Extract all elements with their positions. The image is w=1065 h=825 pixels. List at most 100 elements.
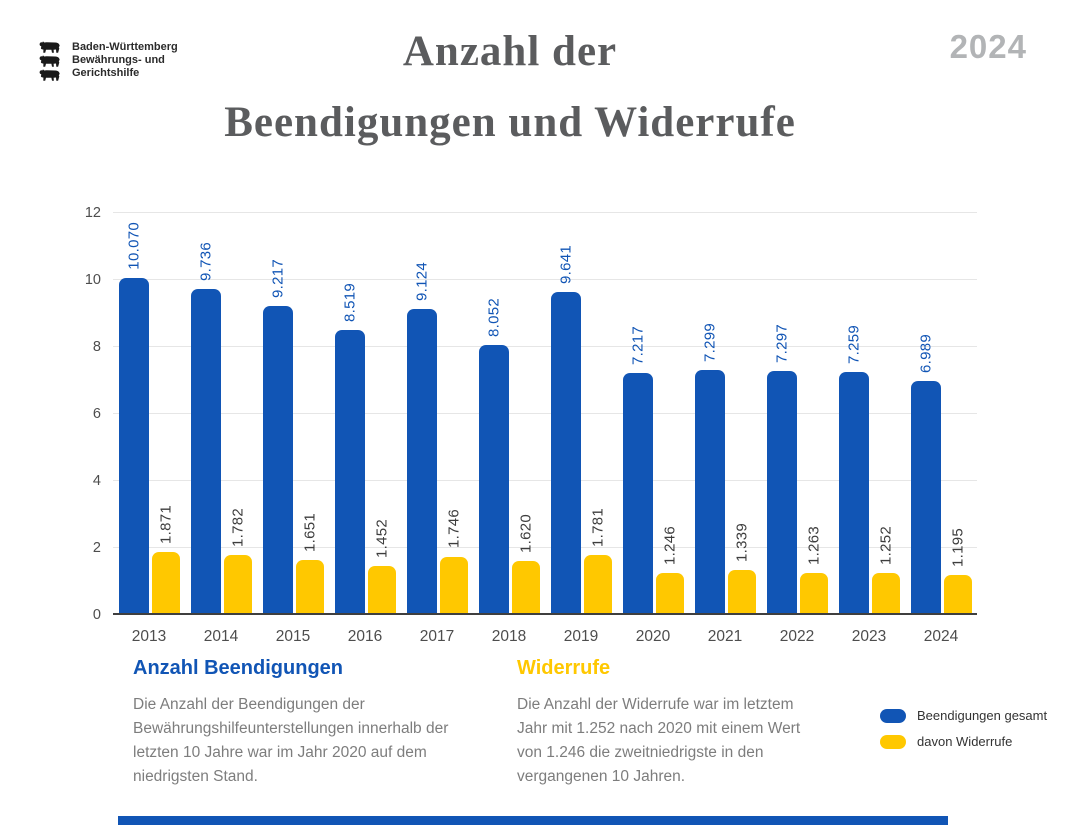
bar-value-label: 1.782: [229, 508, 246, 548]
y-tick-label: 10: [84, 272, 101, 288]
bar-value-label: 6.989: [917, 333, 934, 373]
legend-item-0: Beendigungen gesamt: [880, 708, 1047, 723]
annotation-widerrufe-heading: Widerrufe: [517, 657, 611, 679]
bar-group-2024: 6.989 1.195: [905, 213, 977, 615]
bar-beendigungen-2020: 7.217: [622, 326, 653, 615]
gridline: [113, 212, 977, 213]
x-tick-label-2021: 2021: [707, 628, 743, 645]
bar-group-2013: 10.070 1.871: [113, 213, 185, 615]
bar-group-2022: 7.297 1.263: [761, 213, 833, 615]
bar-beendigungen-2017: 9.124: [406, 262, 437, 615]
bar-value-label: 1.452: [373, 519, 390, 559]
x-tick-label-2022: 2022: [779, 628, 815, 645]
bars-row: 10.070 1.871 9.736 1.782 9.217 1.651 8.519 1.45…: [113, 213, 977, 615]
legend-item-1: davon Widerrufe: [880, 734, 1047, 749]
bar-group-2020: 7.217 1.246: [617, 213, 689, 615]
gridline: [113, 547, 977, 549]
bar-widerrufe-2021: 1.339: [727, 523, 756, 615]
bar-value-label: 9.124: [413, 262, 430, 302]
bar-value-label: 1.195: [949, 527, 966, 567]
plot-area: 0 2 4 6 8 10 12 10.070 1.871 9.736 1.782 9.217 1.65…: [85, 205, 977, 623]
x-tick-label-2020: 2020: [635, 628, 671, 645]
bar-widerrufe-2017: 1.746: [439, 509, 468, 615]
x-tick-label-2023: 2023: [851, 628, 887, 645]
bar-beendigungen-2016: 8.519: [334, 283, 365, 615]
bar-value-label: 7.259: [845, 324, 862, 364]
bar-value-label: 8.519: [341, 282, 358, 322]
bar-value-label: 9.641: [557, 244, 574, 285]
x-tick-label-2017: 2017: [419, 628, 455, 645]
annotation-beendigungen-body: Die Anzahl der Beendigungen der Bewährun…: [133, 696, 449, 786]
bar-beendigungen-2022: 7.297: [766, 324, 797, 615]
bw-logo: Baden-Württemberg Bewährungs- und Gerich…: [38, 40, 178, 81]
x-axis-baseline: [113, 613, 977, 615]
bar-beendigungen-2023: 7.259: [838, 325, 869, 615]
bar-group-2015: 9.217 1.651: [257, 213, 329, 615]
bar-group-2019: 9.641 1.781: [545, 213, 617, 615]
gridline: [113, 413, 977, 414]
bar-group-2014: 9.736 1.782: [185, 213, 257, 615]
annotation-widerrufe: Widerrufe Die Anzahl der Widerrufe war i…: [517, 657, 817, 789]
bar-group-2017: 9.124 1.746: [401, 213, 473, 615]
legend-swatch-icon: [880, 734, 906, 749]
bar-widerrufe-2014: 1.782: [223, 508, 252, 615]
logo-line-3: Gerichtshilfe: [72, 67, 140, 79]
annotation-beendigungen: Anzahl Beendigungen Die Anzahl der Beend…: [133, 657, 478, 789]
y-tick-label: 0: [92, 607, 101, 623]
title-line-1: Anzahl der: [402, 28, 618, 75]
chart-legend: Beendigungen gesamt davon Widerrufe: [880, 708, 1047, 749]
bar-widerrufe-2015: 1.651: [295, 513, 324, 615]
bar-value-label: 1.746: [445, 509, 462, 549]
bar-value-label: 9.217: [269, 259, 286, 299]
x-tick-label-2015: 2015: [275, 628, 311, 645]
footer-accent-bar: [118, 816, 948, 825]
bw-three-lions-icon: [38, 40, 64, 81]
page-title: Anzahl der Beendigungen und Widerrufe: [110, 28, 910, 147]
x-axis-labels: 2013 2014 2015 2016 2017 2018 2019 2020 2021 2022…: [113, 628, 977, 646]
bar-beendigungen-2015: 9.217: [262, 259, 293, 615]
bar-value-label: 8.052: [485, 298, 502, 338]
logo-line-1: Baden-Württemberg: [72, 41, 178, 53]
x-tick-label-2018: 2018: [491, 628, 527, 645]
bar-group-2018: 8.052 1.620: [473, 213, 545, 615]
bar-value-label: 1.620: [517, 513, 534, 553]
y-tick-label: 12: [84, 205, 101, 221]
gridline: [113, 346, 977, 348]
bar-group-2021: 7.299 1.339: [689, 213, 761, 615]
bar-value-label: 7.217: [629, 326, 646, 366]
bar-group-2023: 7.259 1.252: [833, 213, 905, 615]
logo-text: Baden-Württemberg Bewährungs- und Gerich…: [72, 41, 178, 80]
gridline: [113, 480, 977, 482]
annotation-widerrufe-body: Die Anzahl der Widerrufe war im letztem …: [517, 696, 801, 786]
logo-line-2: Bewährungs- und: [72, 54, 165, 66]
bar-beendigungen-2018: 8.052: [478, 298, 509, 615]
x-tick-label-2013: 2013: [131, 628, 167, 645]
bar-value-label: 1.263: [805, 525, 822, 565]
y-tick-label: 6: [92, 406, 101, 422]
bar-value-label: 10.070: [125, 221, 142, 270]
bar-value-label: 1.781: [589, 508, 606, 548]
x-tick-label-2019: 2019: [563, 628, 599, 645]
x-tick-label-2024: 2024: [923, 628, 959, 645]
bar-widerrufe-2016: 1.452: [367, 519, 396, 615]
bar-value-label: 1.246: [661, 526, 678, 566]
y-tick-label: 8: [92, 339, 101, 356]
bar-beendigungen-2014: 9.736: [190, 242, 221, 615]
annotation-beendigungen-heading: Anzahl Beendigungen: [133, 657, 343, 679]
y-tick-label: 2: [92, 540, 101, 557]
bar-value-label: 1.871: [157, 505, 174, 545]
bar-widerrufe-2023: 1.252: [871, 526, 900, 615]
bar-value-label: 7.297: [773, 323, 790, 363]
gridline: [113, 279, 977, 280]
bar-beendigungen-2019: 9.641: [550, 245, 581, 615]
bar-beendigungen-2024: 6.989: [910, 334, 941, 615]
bar-value-label: 1.339: [733, 523, 750, 563]
bar-chart: 0 2 4 6 8 10 12 10.070 1.871 9.736 1.782 9.217 1.65…: [83, 200, 983, 645]
bar-value-label: 1.252: [877, 526, 894, 566]
bar-widerrufe-2022: 1.263: [799, 526, 828, 615]
bar-beendigungen-2021: 7.299: [694, 323, 725, 615]
bar-value-label: 1.651: [301, 512, 318, 552]
bar-beendigungen-2013: 10.070: [118, 222, 149, 615]
title-line-2: Beendigungen und Widerrufe: [224, 99, 796, 147]
x-tick-label-2014: 2014: [203, 628, 239, 645]
